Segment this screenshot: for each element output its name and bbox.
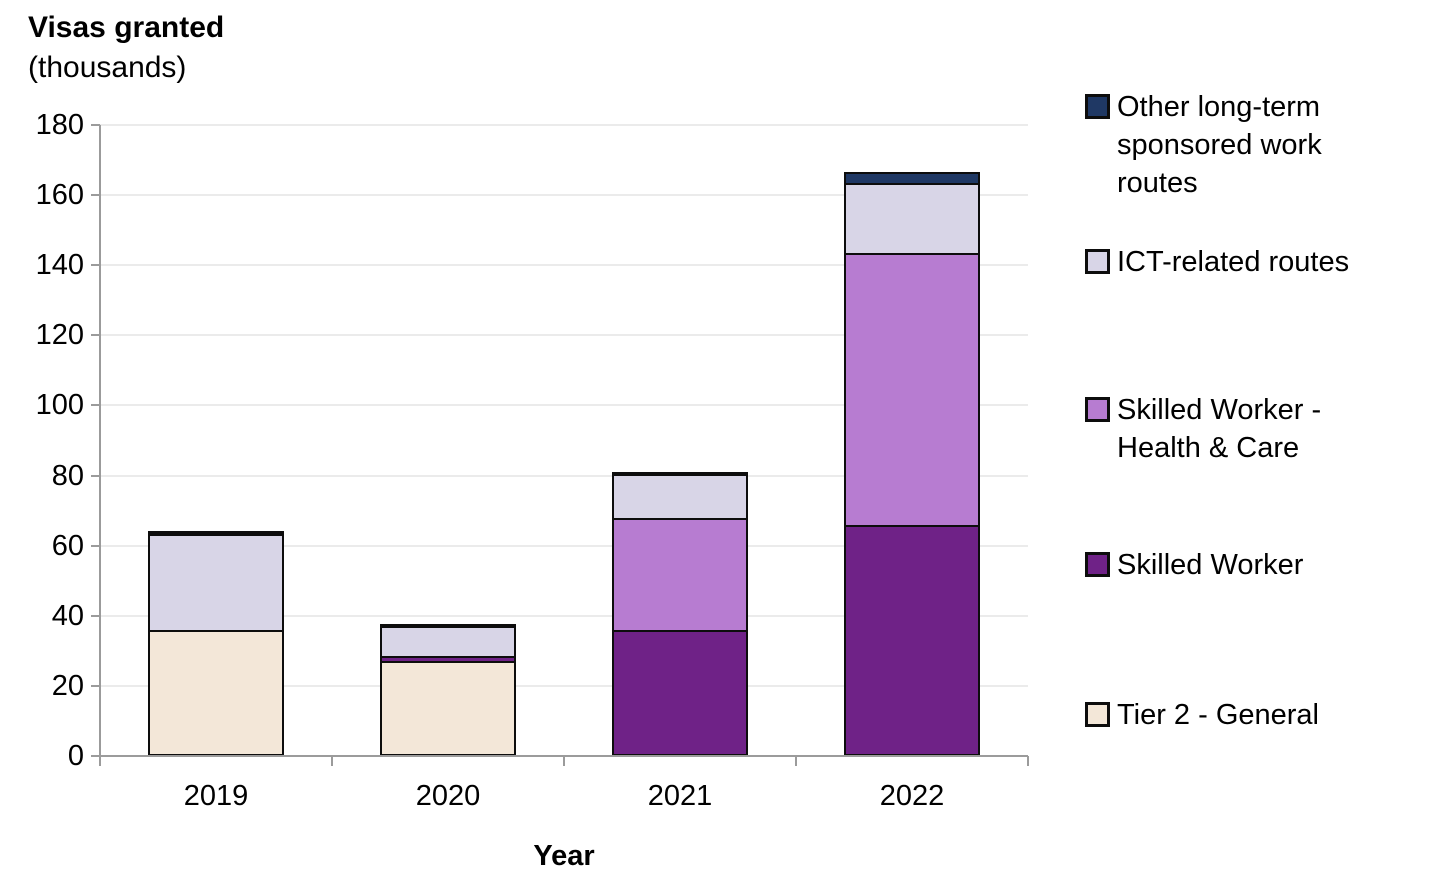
- legend-label-line: Skilled Worker: [1117, 549, 1304, 581]
- x-tick-label: 2022: [879, 780, 945, 812]
- legend-entry: ICT-related routes: [1085, 243, 1349, 281]
- bar-segment-2021: [612, 474, 748, 520]
- y-tick-label: 180: [35, 109, 84, 141]
- y-tick-label: 120: [35, 319, 84, 351]
- gridline: [100, 615, 1028, 617]
- y-tick: [91, 194, 100, 196]
- x-tick-label: 2021: [647, 780, 713, 812]
- gridline: [100, 545, 1028, 547]
- x-tick-label: 2019: [183, 780, 249, 812]
- y-tick-label: 100: [35, 389, 84, 421]
- y-tick-label: 0: [67, 740, 84, 772]
- bar-segment-2020: [380, 626, 516, 658]
- gridline: [100, 404, 1028, 406]
- gridline: [100, 264, 1028, 266]
- y-axis-line: [99, 125, 101, 766]
- legend-entry: Skilled Worker: [1085, 546, 1303, 584]
- gridline: [100, 475, 1028, 477]
- y-tick: [91, 264, 100, 266]
- legend-label-line: Health & Care: [1117, 432, 1300, 464]
- legend-label: Skilled Worker: [1117, 546, 1303, 584]
- y-tick: [91, 475, 100, 477]
- legend-label: Tier 2 - General: [1117, 696, 1319, 734]
- legend-entry: Skilled Worker - Health & Care: [1085, 391, 1321, 467]
- legend-entry: Other long-term sponsored work routes: [1085, 88, 1322, 202]
- y-tick: [91, 545, 100, 547]
- bar-segment-2022: [844, 253, 980, 527]
- y-tick-label: 140: [35, 249, 84, 281]
- legend-label: Other long-term sponsored work routes: [1117, 88, 1322, 202]
- y-tick: [91, 334, 100, 336]
- y-tick-label: 80: [51, 460, 84, 492]
- y-tick-label: 40: [51, 600, 84, 632]
- bar-segment-2021: [612, 518, 748, 632]
- legend-label-line: ICT-related routes: [1117, 246, 1350, 278]
- x-tick-label: 2020: [415, 780, 481, 812]
- bar-segment-2022: [844, 525, 980, 756]
- x-tick: [795, 756, 797, 766]
- legend-label: ICT-related routes: [1117, 243, 1349, 281]
- legend-label-line: Skilled Worker -: [1117, 394, 1322, 426]
- bar-segment-2019: [148, 531, 284, 535]
- y-tick: [91, 685, 100, 687]
- legend-label-line: sponsored work: [1117, 129, 1322, 161]
- y-tick-label: 20: [51, 670, 84, 702]
- y-tick: [91, 404, 100, 406]
- bar-segment-2019: [148, 534, 284, 632]
- chart-subtitle: (thousands): [28, 51, 187, 84]
- x-tick: [1027, 756, 1029, 766]
- gridline: [100, 194, 1028, 196]
- legend-swatch-icon: [1085, 397, 1110, 422]
- legend-entry: Tier 2 - General: [1085, 696, 1319, 734]
- bar-segment-2021: [612, 472, 748, 476]
- bar-segment-2021: [612, 630, 748, 756]
- legend-swatch-icon: [1085, 702, 1110, 727]
- y-tick: [91, 755, 100, 757]
- legend-swatch-icon: [1085, 249, 1110, 274]
- y-tick-label: 60: [51, 530, 84, 562]
- y-tick: [91, 124, 100, 126]
- gridline: [100, 334, 1028, 336]
- x-tick: [563, 756, 565, 766]
- y-tick: [91, 615, 100, 617]
- legend-label-line: Other long-term: [1117, 91, 1321, 123]
- x-tick: [331, 756, 333, 766]
- gridline: [100, 685, 1028, 687]
- x-axis-title: Year: [533, 840, 595, 872]
- legend-label-line: Tier 2 - General: [1117, 699, 1319, 731]
- legend-swatch-icon: [1085, 552, 1110, 577]
- plot-area: [91, 124, 1029, 766]
- legend-swatch-icon: [1085, 94, 1110, 119]
- bar-segment-2022: [844, 183, 980, 255]
- legend-label-line: routes: [1117, 167, 1198, 199]
- legend-label: Skilled Worker - Health & Care: [1117, 391, 1321, 467]
- chart-title: Visas granted: [28, 11, 225, 44]
- gridline: [100, 124, 1028, 126]
- y-tick-label: 160: [35, 179, 84, 211]
- bar-segment-2022: [844, 172, 980, 185]
- bar-segment-2020: [380, 661, 516, 756]
- bar-segment-2020: [380, 624, 516, 628]
- x-tick: [99, 756, 101, 766]
- legend: Other long-term sponsored work routes ICT-r…: [1080, 0, 1454, 896]
- bar-segment-2019: [148, 630, 284, 756]
